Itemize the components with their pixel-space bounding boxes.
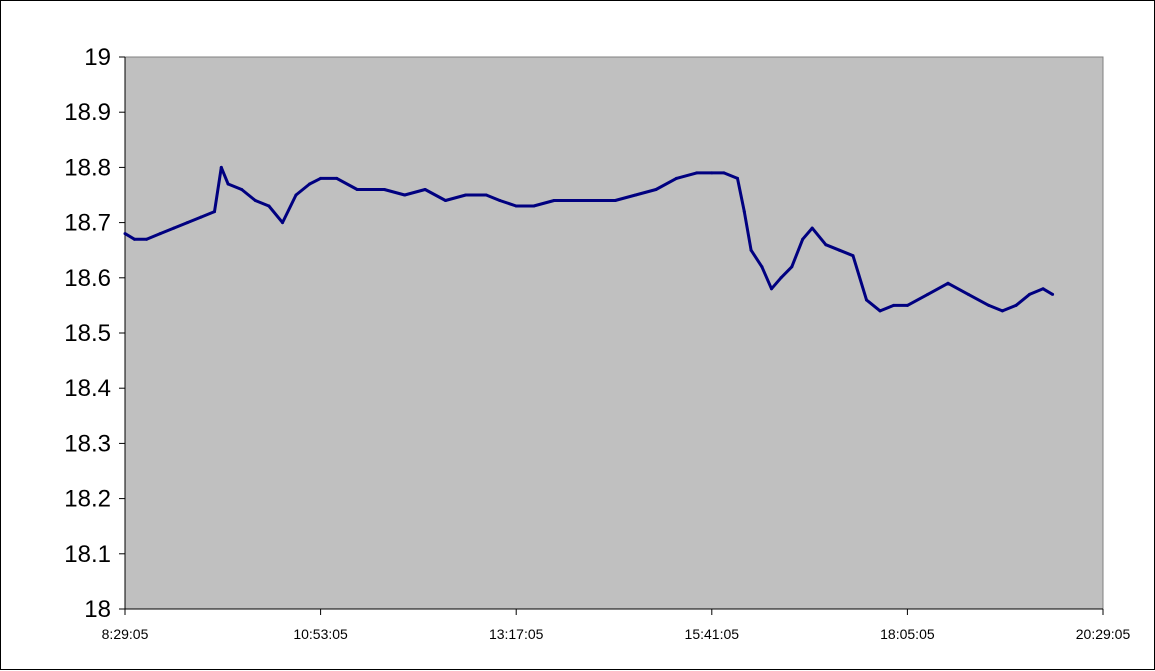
x-tick-label: 8:29:05 xyxy=(102,626,149,642)
data-point xyxy=(966,292,970,296)
data-point xyxy=(654,188,658,191)
data-point xyxy=(423,188,427,191)
data-point xyxy=(722,171,726,175)
data-point xyxy=(335,176,339,180)
data-point xyxy=(742,210,746,214)
data-point xyxy=(1051,292,1055,296)
x-axis: 8:29:05 10:53:05 13:17:05 15:41:05 18:05:05 2… xyxy=(102,608,1131,642)
data-point xyxy=(749,248,753,252)
data-point xyxy=(382,188,386,191)
data-point xyxy=(760,265,764,269)
data-point xyxy=(779,276,783,280)
data-point xyxy=(770,287,773,291)
data-point xyxy=(573,199,576,202)
data-point xyxy=(905,303,909,307)
data-point xyxy=(613,199,617,202)
data-point xyxy=(810,226,814,230)
y-tick-label: 18.6 xyxy=(64,265,111,292)
data-point xyxy=(878,309,882,313)
y-tick-label: 18.5 xyxy=(64,320,111,347)
y-axis: 18 18.1 18.2 18.3 18.4 18.5 18.6 18.7 18.8 18.9 19 xyxy=(64,44,126,623)
data-point xyxy=(226,182,230,186)
data-point xyxy=(213,210,216,214)
data-point xyxy=(736,176,739,180)
data-point xyxy=(219,165,223,169)
data-point xyxy=(790,265,794,269)
plot-area xyxy=(124,56,1104,610)
data-point xyxy=(199,215,203,219)
y-tick-label: 18.4 xyxy=(64,375,111,402)
data-point xyxy=(294,193,298,197)
data-point xyxy=(172,226,176,230)
data-point xyxy=(158,232,162,236)
data-point xyxy=(464,193,468,197)
y-tick-label: 18.3 xyxy=(64,430,111,457)
data-point xyxy=(484,193,488,197)
y-tick-label: 19 xyxy=(84,44,111,71)
data-point xyxy=(801,237,805,241)
data-point xyxy=(253,199,257,202)
data-point xyxy=(987,303,991,307)
data-point xyxy=(308,182,312,186)
data-point xyxy=(123,232,127,236)
data-point xyxy=(514,204,518,208)
data-point xyxy=(926,292,930,296)
y-tick-label: 18.1 xyxy=(64,541,111,568)
data-point xyxy=(319,176,323,180)
data-point xyxy=(946,281,950,285)
data-point xyxy=(267,204,271,208)
x-tick-label: 15:41:05 xyxy=(685,626,740,642)
data-point xyxy=(1041,287,1045,291)
data-point xyxy=(403,193,407,197)
data-point xyxy=(634,193,638,197)
data-point xyxy=(1028,292,1031,296)
x-tick-label: 13:17:05 xyxy=(489,626,544,642)
series-group xyxy=(123,165,1055,313)
y-tick-label: 18.9 xyxy=(64,99,111,126)
data-point xyxy=(1000,309,1004,313)
data-point xyxy=(865,298,868,302)
data-point xyxy=(552,199,556,202)
data-point xyxy=(695,171,699,175)
y-tick-label: 18 xyxy=(84,596,111,623)
x-tick-label: 18:05:05 xyxy=(880,626,935,642)
data-point xyxy=(532,204,536,208)
data-point xyxy=(240,188,244,191)
y-tick-label: 18.2 xyxy=(64,486,111,513)
data-point xyxy=(593,199,597,202)
data-point xyxy=(281,221,284,225)
data-point xyxy=(674,176,678,180)
data-point xyxy=(444,199,447,202)
data-point xyxy=(851,254,855,258)
data-point xyxy=(185,221,189,225)
data-point xyxy=(355,188,359,191)
x-tick-label: 20:29:05 xyxy=(1076,626,1131,642)
data-point xyxy=(498,199,502,202)
data-point xyxy=(1014,303,1018,307)
x-tick-label: 10:53:05 xyxy=(293,626,348,642)
data-point xyxy=(837,248,841,252)
y-tick-label: 18.8 xyxy=(64,154,111,181)
data-point xyxy=(824,243,828,247)
data-point xyxy=(892,303,896,307)
y-tick-label: 18.7 xyxy=(64,210,111,237)
data-point xyxy=(132,237,136,241)
data-point xyxy=(710,171,714,175)
data-point xyxy=(145,237,149,241)
